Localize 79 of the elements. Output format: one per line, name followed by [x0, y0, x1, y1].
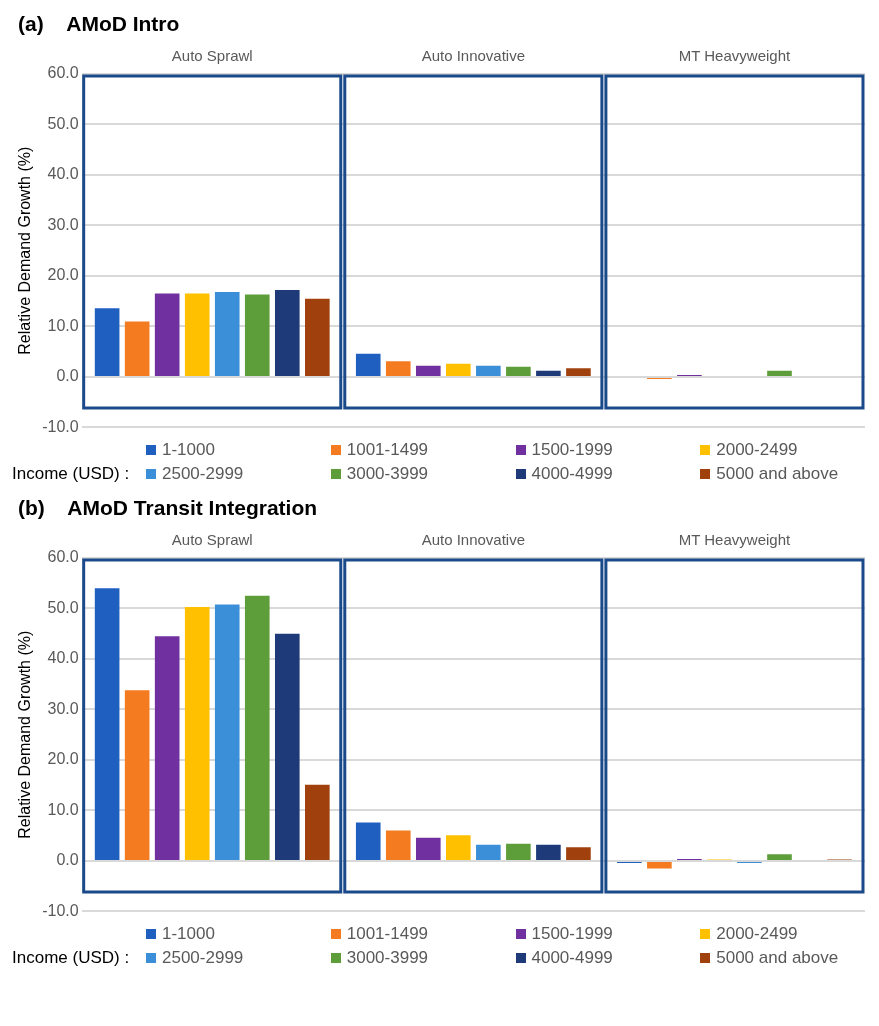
y-tick-label: 10.0	[47, 316, 79, 334]
legend-label: 2000-2499	[716, 440, 798, 460]
y-tick-label: 0.0	[56, 851, 79, 869]
x-tick-label: MT Heavyweight	[678, 531, 791, 549]
x-tick-label: Auto Sprawl	[171, 531, 253, 549]
legend-label: 1001-1499	[346, 440, 429, 460]
bar	[124, 321, 150, 376]
x-tick-label: Auto Sprawl	[171, 47, 253, 65]
legend-label: 1500-1999	[531, 440, 613, 460]
y-tick-label: 40.0	[47, 165, 79, 183]
bar	[506, 366, 531, 376]
y-axis-title: Relative Demand Growth (%)	[16, 630, 34, 839]
bar	[244, 595, 270, 860]
x-tick-label: Auto Innovative	[421, 47, 526, 65]
y-tick-label: 30.0	[47, 699, 79, 717]
bar	[536, 844, 561, 860]
y-tick-label: 40.0	[47, 649, 79, 667]
legend-title: Income (USD) :	[12, 464, 130, 483]
legend-label: 4000-4999	[531, 948, 613, 968]
legend-label: 1-1000	[162, 924, 215, 944]
y-tick-label: 30.0	[47, 215, 79, 233]
legend-label: 5000 and above	[716, 948, 839, 968]
y-tick-label: -10.0	[42, 901, 79, 919]
bar	[767, 370, 792, 376]
legend-label: 1-1000	[162, 440, 215, 460]
y-tick-label: 60.0	[47, 548, 79, 566]
y-tick-label: 50.0	[47, 114, 79, 132]
y-tick-label: 60.0	[47, 64, 79, 82]
bar	[154, 293, 180, 376]
bar	[385, 830, 411, 860]
legend-label: 3000-3999	[346, 464, 429, 484]
bar	[305, 784, 330, 860]
y-tick-label: 0.0	[56, 367, 79, 385]
y-axis-title: Relative Demand Growth (%)	[16, 146, 34, 355]
legend-title: Income (USD) :	[12, 948, 130, 967]
bar	[124, 690, 150, 860]
bar	[446, 835, 471, 860]
y-tick-label: 20.0	[47, 750, 79, 768]
bar	[214, 292, 240, 376]
bar	[274, 290, 300, 376]
bar	[647, 861, 672, 869]
x-tick-label: Auto Innovative	[421, 531, 526, 549]
x-tick-label: MT Heavyweight	[678, 47, 791, 65]
legend-label: 2500-2999	[162, 948, 244, 968]
bar	[415, 365, 441, 376]
bar	[476, 844, 501, 860]
bar	[274, 633, 300, 860]
y-tick-label: -10.0	[42, 417, 79, 435]
bar	[244, 294, 270, 376]
bar	[214, 604, 240, 860]
bar	[536, 370, 561, 376]
legend-label: 5000 and above	[716, 464, 839, 484]
bar	[305, 298, 330, 376]
bar	[355, 822, 381, 860]
bar	[154, 636, 180, 860]
legend-label: 3000-3999	[346, 948, 429, 968]
legend-label: 1001-1499	[346, 924, 429, 944]
bar	[94, 588, 120, 860]
legend-label: 1500-1999	[531, 924, 613, 944]
bar	[385, 361, 411, 376]
bar	[94, 308, 120, 376]
bar	[566, 847, 591, 860]
y-tick-label: 10.0	[47, 800, 79, 818]
bar	[446, 363, 471, 376]
legend-label: 2500-2999	[162, 464, 244, 484]
bar	[184, 606, 210, 860]
legend-label: 4000-4999	[531, 464, 613, 484]
y-tick-label: 50.0	[47, 598, 79, 616]
legend-label: 2000-2499	[716, 924, 798, 944]
y-tick-label: 20.0	[47, 266, 79, 284]
chart-title: (a) AMoD Intro	[17, 11, 181, 37]
chart-title: (b) AMoD Transit Integration	[17, 495, 319, 521]
bar	[566, 368, 591, 376]
bar	[355, 353, 381, 376]
bar	[415, 837, 441, 860]
bar	[476, 365, 501, 376]
bar	[767, 854, 792, 860]
bar	[184, 293, 210, 376]
bar	[506, 843, 531, 860]
